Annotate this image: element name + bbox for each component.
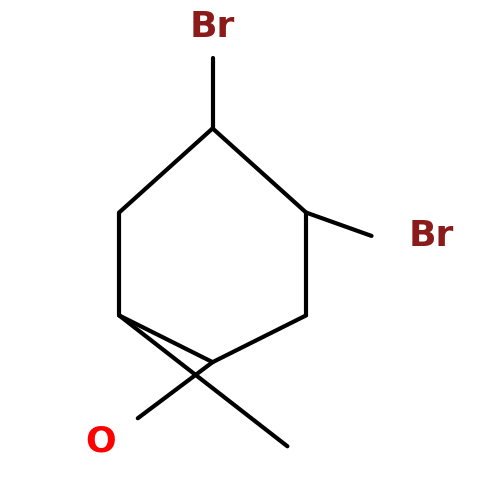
Text: O: O xyxy=(85,424,116,458)
Text: Br: Br xyxy=(190,10,236,44)
Text: Br: Br xyxy=(409,219,455,253)
